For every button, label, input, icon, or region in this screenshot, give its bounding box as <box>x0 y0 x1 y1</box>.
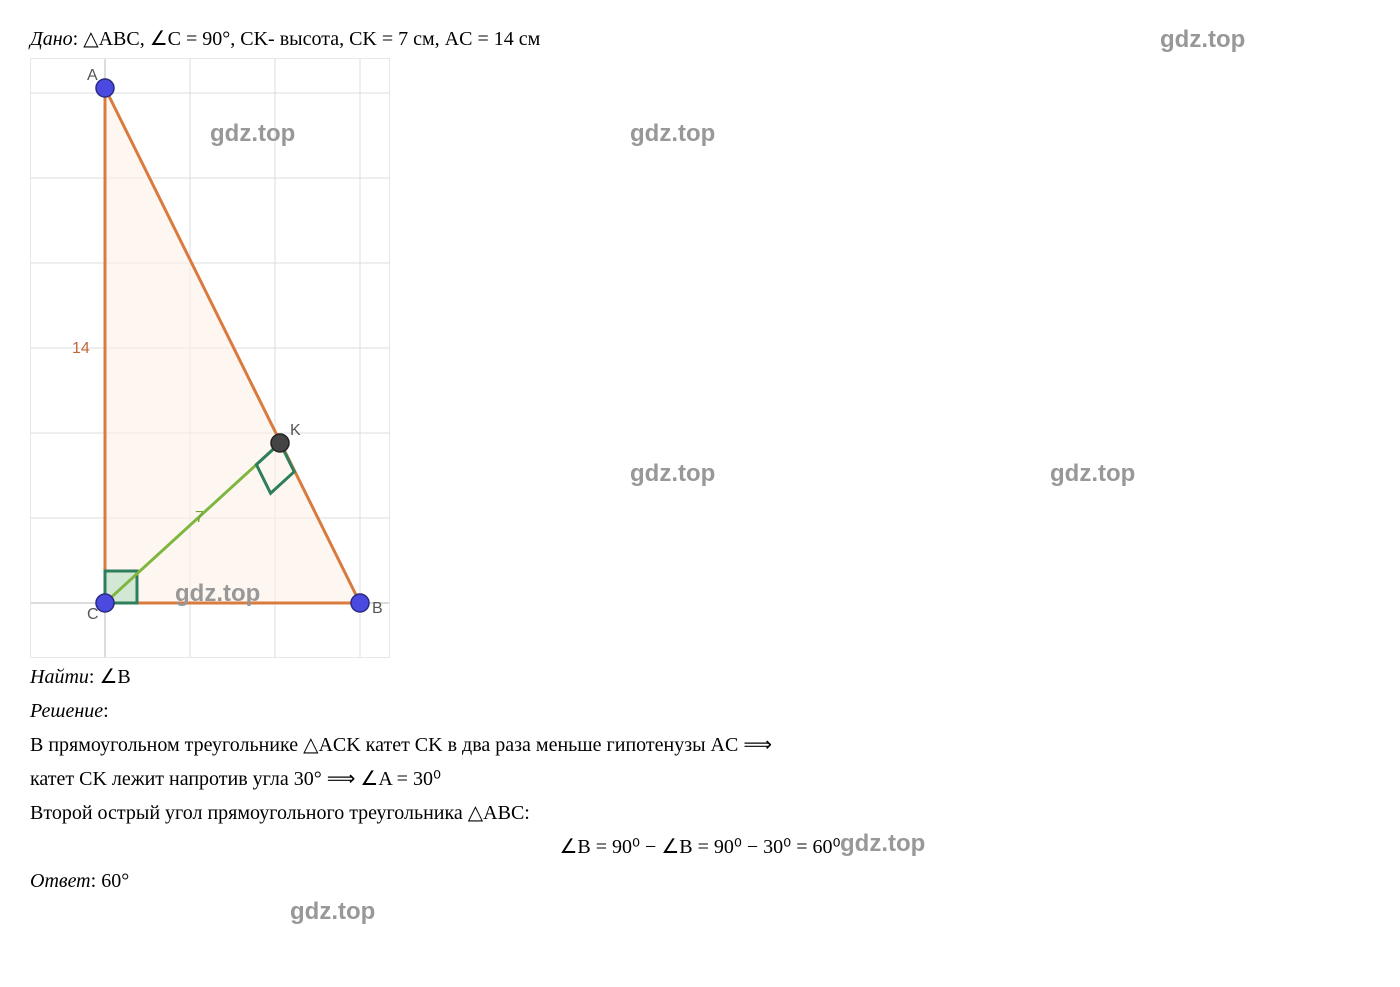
solution-formula: ∠B = 90⁰ − ∠B = 90⁰ − 30⁰ = 60⁰ <box>30 832 1370 862</box>
given-label: Дано <box>30 28 73 50</box>
solution-colon: : <box>103 700 109 722</box>
figure-svg: 14 7 A B C K <box>30 58 390 658</box>
solution-label: Решение <box>30 700 103 722</box>
answer-text: 60° <box>101 870 129 892</box>
solution-line-2: катет CK лежит напротив угла 30° ⟹ ∠A = … <box>30 764 1370 794</box>
find-text: ∠B <box>99 666 130 688</box>
answer-label: Ответ <box>30 870 91 892</box>
find-label: Найти <box>30 666 89 688</box>
svg-text:7: 7 <box>195 509 204 526</box>
solution-formula-text: ∠B = 90⁰ − ∠B = 90⁰ − 30⁰ = 60⁰ <box>559 836 840 858</box>
solution-line-1: В прямоугольном треугольнике △ACK катет … <box>30 730 1370 760</box>
watermark: gdz.top <box>1050 460 1135 488</box>
given-line: Дано: △ABC, ∠C = 90°, CK- высота, CK = 7… <box>30 24 1370 54</box>
solution-label-line: Решение: <box>30 696 1370 726</box>
given-colon: : <box>73 28 84 50</box>
given-text: △ABC, ∠C = 90°, CK- высота, CK = 7 см, A… <box>83 28 540 50</box>
svg-text:A: A <box>87 67 98 84</box>
solution-line-3: Второй острый угол прямоугольного треуго… <box>30 798 1370 828</box>
svg-text:14: 14 <box>72 340 90 357</box>
answer-colon: : <box>91 870 102 892</box>
svg-text:K: K <box>290 422 301 439</box>
answer-line: Ответ: 60° <box>30 866 1370 896</box>
watermark: gdz.top <box>290 898 375 926</box>
svg-text:B: B <box>372 600 383 617</box>
triangle-figure: 14 7 A B C K <box>30 58 390 658</box>
svg-text:C: C <box>87 606 99 623</box>
find-colon: : <box>89 666 100 688</box>
watermark: gdz.top <box>630 460 715 488</box>
find-line: Найти: ∠B <box>30 662 1370 692</box>
watermark: gdz.top <box>630 120 715 148</box>
